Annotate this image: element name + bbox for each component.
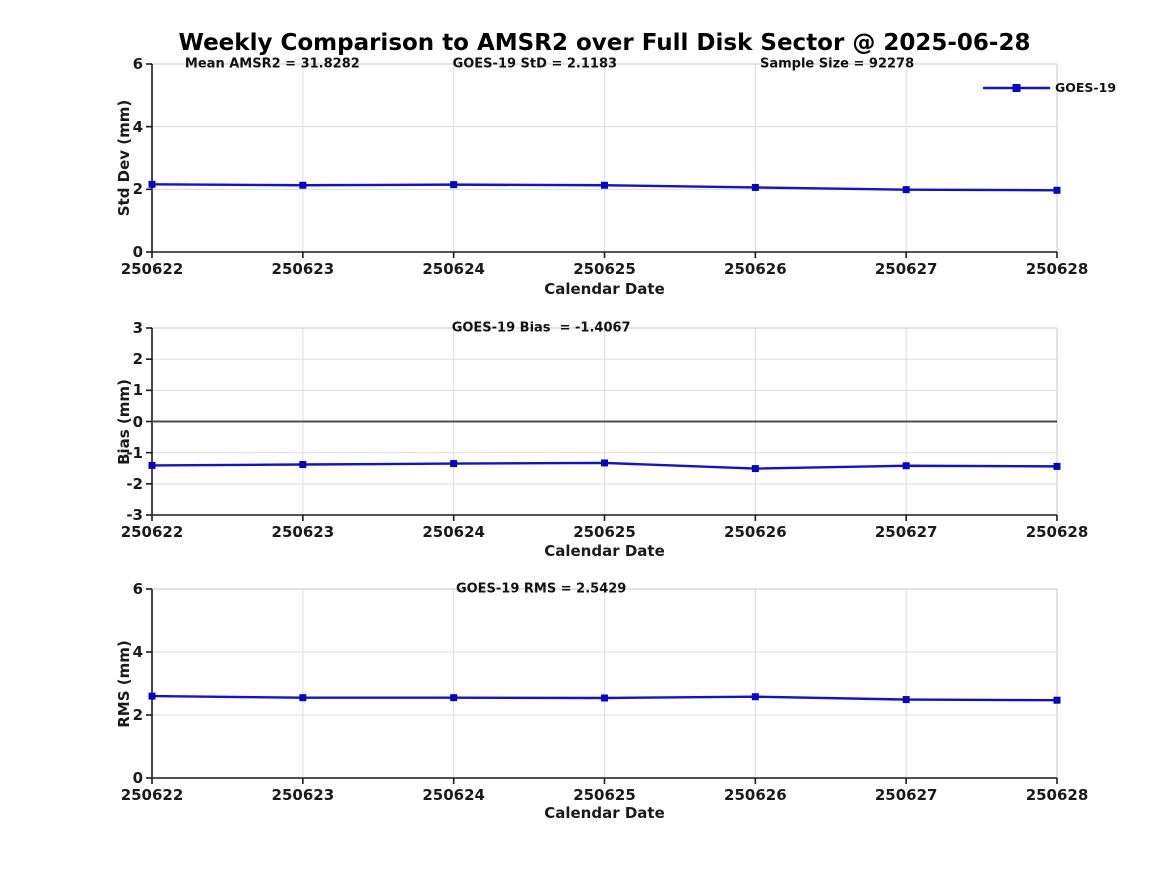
x-tick-label: 250626 [724,523,787,541]
rms-y-axis-label: RMS (mm) [115,639,133,728]
goes19-bias-annotation: GOES-19 Bias = -1.4067 [451,320,631,336]
goes19-rms-annotation: GOES-19 RMS = 2.5429 [455,581,627,597]
x-tick-label: 250622 [120,260,184,278]
x-tick-label: 250628 [1025,523,1089,541]
y-tick-label: 0 [132,412,143,431]
x-tick-label: 250627 [874,786,938,804]
y-tick-label: 0 [132,243,143,261]
x-tick-label: 250623 [271,260,335,278]
x-tick-label: 250624 [422,523,485,541]
stddev-x-axis-label: Calendar Date [544,280,665,298]
x-tick-label: 250624 [422,786,485,804]
stddev-y-axis-label: Std Dev (mm) [115,99,133,217]
bias-x-axis-label: Calendar Date [544,542,665,560]
x-tick-label: 250626 [724,260,787,278]
x-tick-label: 250625 [573,260,636,278]
y-tick-label: 0 [132,769,143,787]
y-tick-label: 2 [132,180,143,199]
x-tick-label: 250622 [120,523,184,541]
y-tick-label: 2 [132,706,143,724]
x-tick-label: 250624 [422,260,485,278]
x-tick-label: 250628 [1025,260,1089,278]
x-tick-label: 250626 [724,786,787,804]
y-tick-label: 1 [132,381,143,400]
x-tick-label: 250625 [573,786,636,804]
figure-title: Weekly Comparison to AMSR2 over Full Dis… [178,30,1031,56]
y-tick-label: 4 [132,643,143,661]
x-tick-label: 250628 [1025,786,1089,804]
sample-size-annotation: Sample Size = 92278 [759,56,915,72]
x-tick-label: 250627 [874,523,938,541]
y-tick-label: 6 [132,580,143,598]
y-tick-label: 3 [132,319,143,337]
x-tick-label: 250623 [271,523,335,541]
y-tick-label: -2 [126,474,143,493]
y-tick-label: 4 [132,117,143,136]
x-tick-label: 250627 [874,260,938,278]
y-tick-label: 2 [132,350,143,369]
x-tick-label: 250622 [120,786,184,804]
y-tick-label: 6 [132,55,143,73]
rms-x-axis-label: Calendar Date [544,804,665,822]
legend-label-goes19: GOES-19 [1055,80,1117,95]
x-tick-label: 250625 [573,523,636,541]
y-tick-label: -1 [126,443,143,462]
goes19-std-annotation: GOES-19 StD = 2.1183 [452,56,618,72]
mean-amsr2-annotation: Mean AMSR2 = 31.8282 [184,56,360,72]
x-tick-label: 250623 [271,786,335,804]
y-tick-label: -3 [126,506,143,524]
